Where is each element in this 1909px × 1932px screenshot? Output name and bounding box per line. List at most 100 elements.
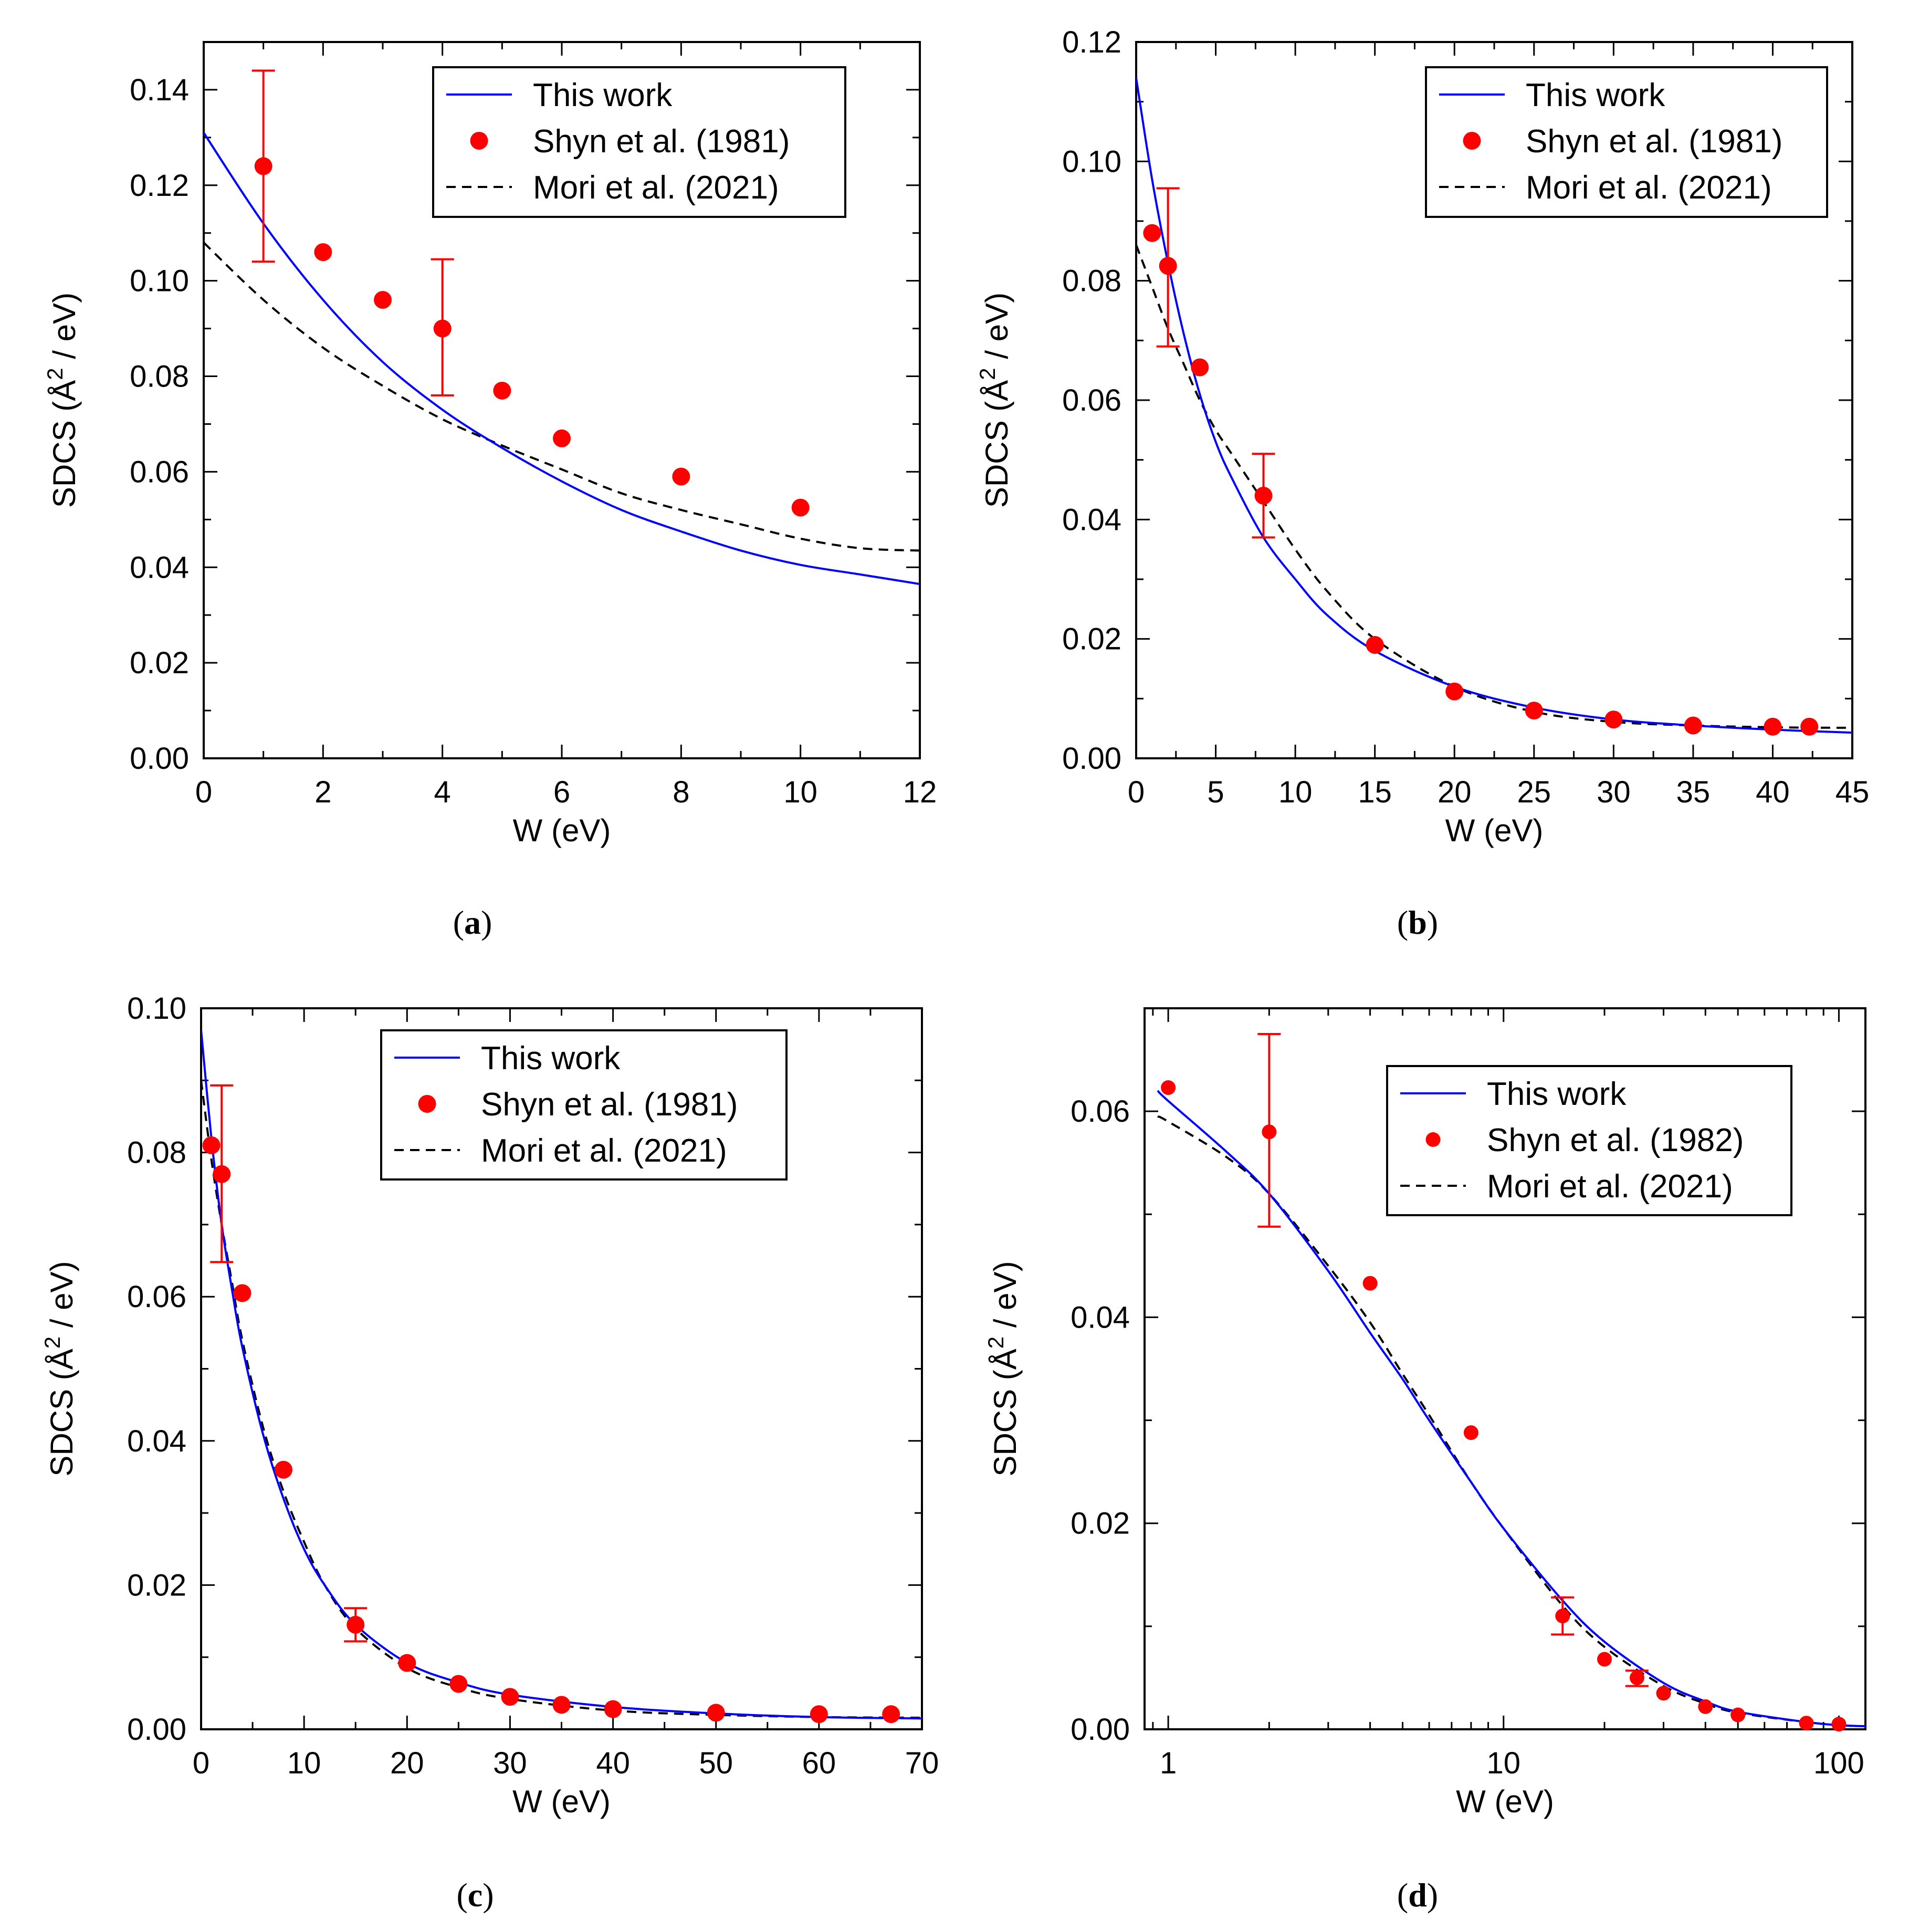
sublabel-letter: b [1408,904,1427,941]
x-tick-label: 100 [1813,1746,1864,1780]
y-tick-label: 0.10 [127,991,186,1026]
y-axis-label-suffix: / eV) [47,293,82,368]
x-tick-label: 10 [287,1746,321,1780]
x-axis-label: W (eV) [513,813,611,848]
panel-sublabel: (b) [1397,904,1438,941]
panel-d: 0.00 0.02 0.04 0.06 1 10 100 W (eV) SDCS (Å2 / e… [983,1007,1866,1914]
legend: This work Shyn et al. (1981) Mori et al. (… [1425,66,1828,218]
legend: This work Shyn et al. (1982) Mori et al. (… [1386,1065,1792,1216]
legend-label: Shyn et al. (1981) [481,1087,738,1123]
data-point-shyn [552,1696,571,1714]
x-tick-label: 40 [1756,775,1790,809]
data-point-shyn [233,1284,251,1302]
y-tick-label: 0.00 [1071,1712,1130,1747]
y-axis-label-superscript: 2 [975,368,1000,380]
x-tick-label: 20 [390,1746,424,1780]
data-point-shyn [1684,716,1702,735]
data-point-shyn [1463,1425,1478,1440]
x-axis-label: W (eV) [512,1784,611,1819]
x-tick-label: 0 [195,775,212,809]
legend-label: Mori et al. (2021) [1487,1168,1733,1205]
data-point-shyn [213,1165,231,1183]
legend-box [432,66,846,218]
y-tick-label: 0.06 [1062,383,1121,417]
y-tick-label: 0.14 [130,73,189,107]
data-point-shyn [1262,1124,1277,1140]
panel-sublabel: (d) [1397,1876,1438,1914]
x-tick-label: 12 [903,775,937,809]
data-point-shyn [1143,224,1161,242]
y-tick-label: 0.06 [127,1280,186,1314]
data-point-shyn [604,1700,622,1718]
series-line-mori [1157,1115,1865,1728]
y-tick-label: 0.02 [1062,622,1121,656]
data-point-shyn [882,1705,900,1724]
y-axis-label-prefix: SDCS (Å [44,1349,79,1476]
sublabel-open: ( [1397,904,1408,941]
legend-label: Shyn et al. (1982) [1487,1122,1744,1158]
y-tick-label: 0.08 [1062,264,1121,298]
data-point-shyn [1629,1670,1644,1685]
data-point-shyn [493,381,511,400]
legend-box [1425,66,1828,218]
y-axis-label-suffix: / eV) [44,1261,79,1336]
y-tick-label: 0.08 [127,1136,186,1170]
data-point-shyn [374,291,392,309]
y-axis-label-suffix: / eV) [988,1261,1023,1336]
legend: This work Shyn et al. (1981) Mori et al. (… [380,1029,788,1181]
x-tick-label: 25 [1517,775,1551,809]
sublabel-open: ( [456,1876,467,1914]
data-point-shyn [347,1615,365,1634]
y-tick-label: 0.02 [130,646,189,680]
x-tick-label: 35 [1676,775,1711,809]
legend-label: This work [1526,77,1665,113]
y-tick-label: 0.00 [130,742,189,776]
series-line-this-work [201,1030,922,1720]
x-tick-label: 6 [553,775,570,809]
sublabel-letter: d [1408,1876,1427,1914]
x-tick-label: 30 [1597,775,1631,809]
x-tick-label: 5 [1207,775,1224,809]
x-tick-label: 0 [1128,775,1145,809]
data-point-shyn [1254,486,1273,505]
x-tick-label: 20 [1438,775,1472,809]
x-axis-label: W (eV) [1456,1784,1554,1819]
data-point-shyn [1831,1717,1847,1732]
y-axis-label-superscript: 2 [40,1336,65,1349]
legend-box [1386,1065,1792,1216]
x-tick-label: 10 [783,775,817,809]
x-tick-label: 15 [1358,775,1392,809]
data-point-shyn [254,157,272,175]
x-tick-label: 45 [1835,775,1870,809]
y-axis-label-prefix: SDCS (Å [988,1349,1023,1476]
x-tick-label: 30 [493,1746,527,1780]
data-point-shyn [1800,717,1819,736]
data-point-shyn [1555,1609,1570,1624]
sublabel-close: ) [481,904,492,941]
data-point-shyn [810,1705,828,1724]
y-axis-label-superscript: 2 [43,368,67,380]
legend-label: Mori et al. (2021) [481,1133,727,1169]
series-line-mori [204,242,920,552]
data-point-shyn [1597,1652,1612,1667]
data-point-shyn [314,243,332,262]
data-point-shyn [1366,636,1384,654]
y-tick-label: 0.04 [127,1424,186,1458]
data-point-shyn [1191,358,1209,377]
x-tick-label: 2 [314,775,331,809]
data-point-shyn [791,498,810,517]
x-tick-label: 10 [1278,775,1313,809]
sublabel-close: ) [1427,1876,1438,1914]
y-axis-label: SDCS (Å2 / eV) [43,293,82,508]
data-point-shyn [449,1675,468,1693]
x-tick-label: 50 [699,1746,733,1780]
data-point-shyn [1656,1686,1671,1701]
data-point-shyn [433,319,452,338]
y-tick-label: 0.00 [127,1712,186,1747]
x-tick-label: 40 [596,1746,630,1780]
y-tick-label: 0.10 [130,264,189,298]
x-axis-label: W (eV) [1445,813,1544,848]
y-tick-label: 0.08 [130,360,189,394]
series-line-this-work [1136,77,1852,734]
